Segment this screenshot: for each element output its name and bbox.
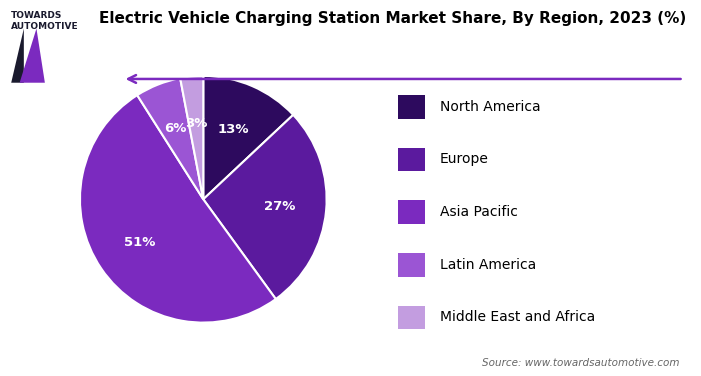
Wedge shape	[137, 78, 203, 199]
Bar	[398, 148, 425, 171]
Text: Europe: Europe	[440, 152, 489, 167]
Text: 6%: 6%	[164, 122, 186, 135]
Wedge shape	[203, 115, 327, 299]
Bar	[398, 253, 425, 277]
Text: 27%: 27%	[264, 200, 295, 213]
Polygon shape	[20, 29, 45, 83]
Text: North America: North America	[440, 100, 540, 114]
Text: 51%: 51%	[124, 236, 156, 249]
Text: Middle East and Africa: Middle East and Africa	[440, 310, 595, 324]
Text: Asia Pacific: Asia Pacific	[440, 205, 517, 219]
Bar	[398, 305, 425, 329]
Text: TOWARDS
AUTOMOTIVE: TOWARDS AUTOMOTIVE	[11, 11, 78, 31]
Text: Source: www.towardsautomotive.com: Source: www.towardsautomotive.com	[482, 358, 680, 368]
Wedge shape	[180, 76, 203, 199]
Bar	[398, 95, 425, 119]
Text: Latin America: Latin America	[440, 258, 536, 272]
Wedge shape	[80, 95, 275, 323]
Text: 13%: 13%	[218, 123, 250, 136]
Wedge shape	[203, 76, 293, 199]
Polygon shape	[11, 29, 24, 83]
Bar	[398, 200, 425, 224]
Text: Electric Vehicle Charging Station Market Share, By Region, 2023 (%): Electric Vehicle Charging Station Market…	[99, 11, 686, 26]
Text: 3%: 3%	[185, 117, 207, 130]
